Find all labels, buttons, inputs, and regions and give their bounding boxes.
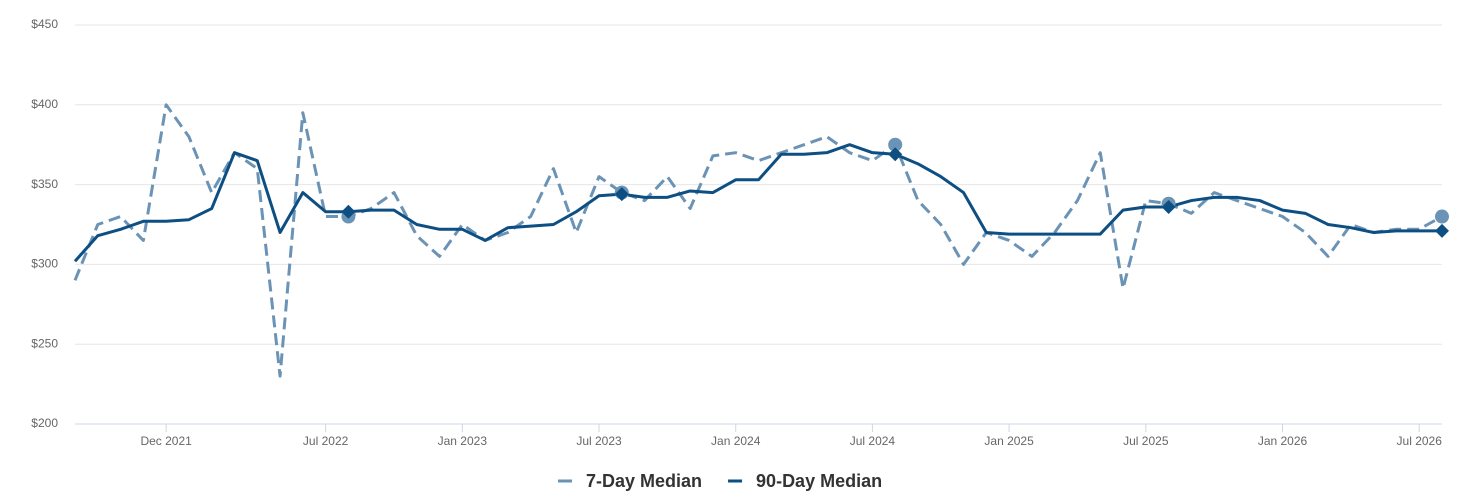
series-line bbox=[73, 143, 1442, 263]
x-tick-label: Jan 2026 bbox=[1258, 434, 1308, 448]
x-tick-label: Jul 2024 bbox=[850, 434, 896, 448]
x-tick-label: Jul 2026 bbox=[1397, 434, 1443, 448]
y-tick-label: $450 bbox=[31, 17, 58, 31]
x-tick-label: Jul 2023 bbox=[576, 434, 622, 448]
y-tick-label: $200 bbox=[31, 416, 58, 430]
x-tick-label: Jan 2024 bbox=[711, 434, 761, 448]
legend-text: 7-Day Median bbox=[586, 471, 702, 491]
x-tick-label: Jan 2023 bbox=[438, 434, 488, 448]
x-tick-label: Dec 2021 bbox=[140, 434, 192, 448]
highlight-marker bbox=[888, 137, 903, 152]
highlight-marker bbox=[1435, 209, 1449, 224]
highlight-marker bbox=[888, 147, 903, 162]
highlight-marker bbox=[1161, 199, 1176, 214]
x-tick-label: Jul 2022 bbox=[303, 434, 349, 448]
y-tick-label: $400 bbox=[31, 97, 58, 111]
legend-text: 90-Day Median bbox=[756, 471, 882, 491]
highlight-marker bbox=[614, 187, 629, 202]
series-line bbox=[73, 103, 1443, 378]
y-tick-label: $350 bbox=[31, 177, 58, 191]
x-tick-label: Jan 2025 bbox=[984, 434, 1034, 448]
y-tick-label: $250 bbox=[31, 336, 58, 350]
legend: 7-Day Median 90-Day Median bbox=[558, 471, 882, 491]
highlight-marker bbox=[1435, 223, 1449, 238]
highlight-marker bbox=[341, 204, 356, 219]
x-tick-label: Jul 2025 bbox=[1123, 434, 1169, 448]
y-tick-label: $300 bbox=[31, 257, 58, 271]
